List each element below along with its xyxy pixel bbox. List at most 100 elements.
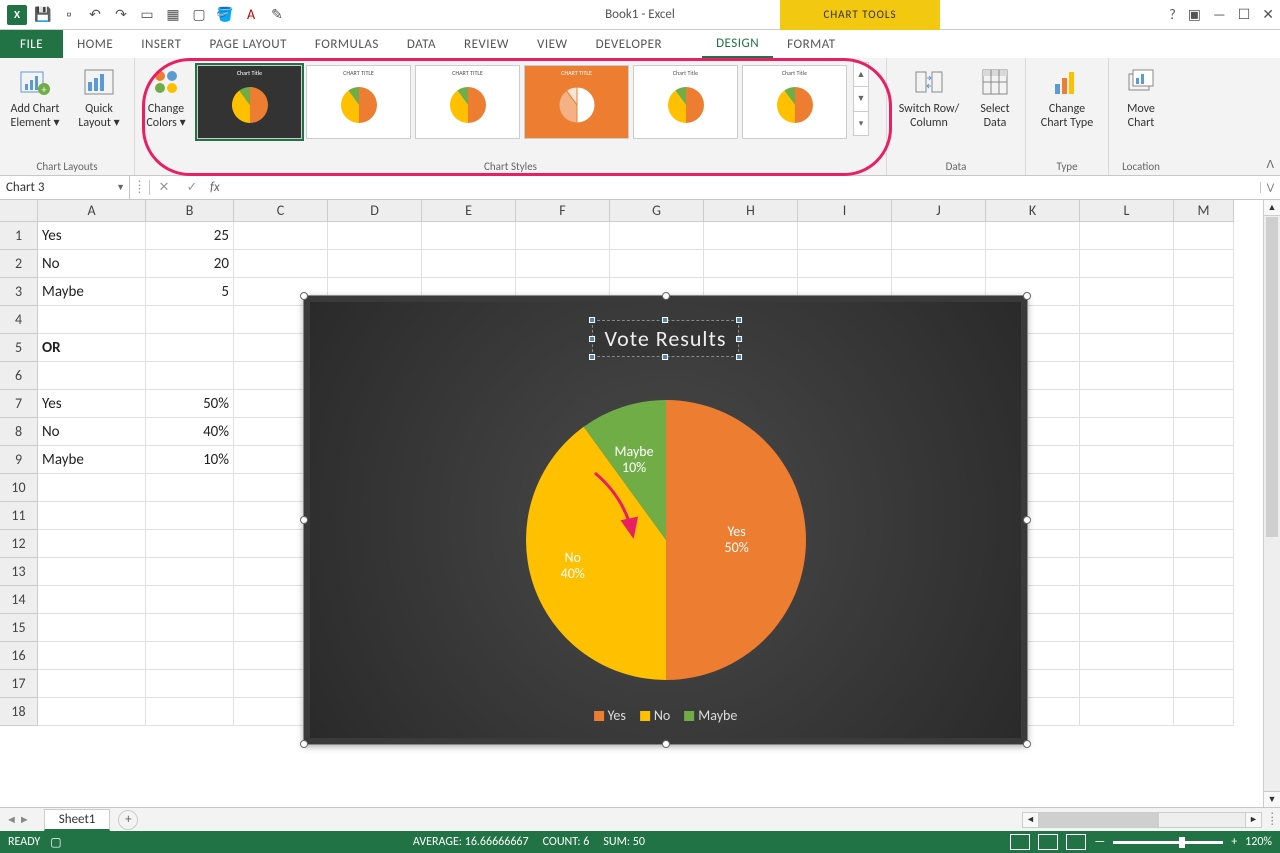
cell[interactable] bbox=[1080, 502, 1174, 530]
change-colors-button[interactable]: Change Colors ▾ bbox=[141, 62, 191, 130]
cell[interactable] bbox=[798, 222, 892, 250]
shape-icon[interactable]: ▭ bbox=[136, 4, 158, 26]
chart-title[interactable]: Vote Results bbox=[592, 320, 740, 357]
view-page-break-icon[interactable] bbox=[1066, 834, 1086, 850]
cell[interactable] bbox=[38, 642, 146, 670]
row-header[interactable]: 15 bbox=[0, 614, 38, 642]
row-header[interactable]: 8 bbox=[0, 418, 38, 446]
cell[interactable] bbox=[1080, 334, 1174, 362]
cell[interactable] bbox=[1174, 474, 1234, 502]
row-header[interactable]: 17 bbox=[0, 670, 38, 698]
tab-insert[interactable]: INSERT bbox=[127, 30, 195, 58]
legend-item[interactable]: Yes bbox=[594, 707, 626, 724]
cell[interactable] bbox=[38, 614, 146, 642]
cell[interactable] bbox=[1080, 614, 1174, 642]
cell[interactable] bbox=[1174, 390, 1234, 418]
cell[interactable]: 10% bbox=[146, 446, 234, 474]
switch-row-column-button[interactable]: Switch Row/ Column bbox=[893, 62, 965, 130]
add-chart-element-button[interactable]: + Add Chart Element ▾ bbox=[6, 62, 64, 130]
cell[interactable] bbox=[1080, 306, 1174, 334]
fx-icon[interactable]: fx bbox=[206, 180, 224, 195]
cell[interactable] bbox=[1174, 278, 1234, 306]
cell[interactable] bbox=[1080, 278, 1174, 306]
cell[interactable] bbox=[146, 530, 234, 558]
cell[interactable] bbox=[328, 250, 422, 278]
name-box[interactable]: Chart 3 ▼ bbox=[0, 176, 130, 199]
tab-formulas[interactable]: FORMULAS bbox=[301, 30, 393, 58]
vertical-scrollbar[interactable]: ▲ ▼ bbox=[1263, 200, 1280, 807]
column-header[interactable]: L bbox=[1080, 200, 1174, 222]
cell[interactable] bbox=[1080, 474, 1174, 502]
cell[interactable] bbox=[146, 614, 234, 642]
row-header[interactable]: 9 bbox=[0, 446, 38, 474]
chart-style-thumb[interactable]: CHART TITLE bbox=[415, 65, 520, 139]
zoom-slider[interactable] bbox=[1113, 841, 1223, 844]
cell[interactable] bbox=[1080, 222, 1174, 250]
cell[interactable] bbox=[146, 698, 234, 726]
cell[interactable]: Yes bbox=[38, 222, 146, 250]
cell[interactable] bbox=[610, 222, 704, 250]
cell[interactable] bbox=[328, 222, 422, 250]
cancel-formula-icon[interactable]: ✕ bbox=[150, 180, 178, 195]
cell[interactable] bbox=[1174, 362, 1234, 390]
cell[interactable] bbox=[38, 670, 146, 698]
column-header[interactable]: H bbox=[704, 200, 798, 222]
cell[interactable] bbox=[1174, 642, 1234, 670]
view-page-layout-icon[interactable] bbox=[1038, 834, 1058, 850]
hscroll-right-icon[interactable]: ► bbox=[1245, 813, 1261, 827]
save-icon[interactable]: 💾 bbox=[32, 4, 54, 26]
cell[interactable] bbox=[146, 502, 234, 530]
column-header[interactable]: A bbox=[38, 200, 146, 222]
row-header[interactable]: 7 bbox=[0, 390, 38, 418]
column-header[interactable]: G bbox=[610, 200, 704, 222]
column-header[interactable]: J bbox=[892, 200, 986, 222]
add-sheet-button[interactable]: + bbox=[118, 810, 138, 830]
cell[interactable] bbox=[704, 250, 798, 278]
cell[interactable] bbox=[986, 222, 1080, 250]
cell[interactable] bbox=[1080, 698, 1174, 726]
cell[interactable] bbox=[1080, 446, 1174, 474]
cell[interactable]: 20 bbox=[146, 250, 234, 278]
tab-developer[interactable]: DEVELOPER bbox=[582, 30, 676, 58]
cell[interactable] bbox=[146, 558, 234, 586]
cell[interactable] bbox=[892, 222, 986, 250]
chart-style-thumb[interactable]: Chart Title bbox=[633, 65, 738, 139]
chart-plot-area[interactable]: Vote Results Yes 50%No 40%Maybe 10% YesN… bbox=[310, 302, 1021, 738]
cell[interactable] bbox=[234, 250, 328, 278]
cell[interactable] bbox=[422, 222, 516, 250]
cell[interactable] bbox=[1080, 362, 1174, 390]
cell[interactable] bbox=[1080, 558, 1174, 586]
row-header[interactable]: 5 bbox=[0, 334, 38, 362]
close-icon[interactable]: ✕ bbox=[1262, 6, 1274, 23]
cell[interactable]: 40% bbox=[146, 418, 234, 446]
cell[interactable] bbox=[1174, 502, 1234, 530]
tab-data[interactable]: DATA bbox=[393, 30, 450, 58]
cell[interactable] bbox=[1080, 586, 1174, 614]
chart-style-thumb[interactable]: Chart Title bbox=[197, 65, 302, 139]
cell[interactable]: 25 bbox=[146, 222, 234, 250]
column-header[interactable]: D bbox=[328, 200, 422, 222]
cell[interactable] bbox=[422, 250, 516, 278]
cell[interactable] bbox=[146, 474, 234, 502]
cell[interactable] bbox=[892, 250, 986, 278]
cell[interactable] bbox=[1174, 558, 1234, 586]
zoom-out-icon[interactable]: — bbox=[1094, 835, 1105, 849]
cell[interactable] bbox=[1174, 586, 1234, 614]
cell[interactable] bbox=[1174, 614, 1234, 642]
cell[interactable]: 50% bbox=[146, 390, 234, 418]
cell[interactable]: Yes bbox=[38, 390, 146, 418]
scroll-thumb[interactable] bbox=[1266, 217, 1278, 537]
row-header[interactable]: 10 bbox=[0, 474, 38, 502]
column-header[interactable]: I bbox=[798, 200, 892, 222]
cell[interactable] bbox=[146, 642, 234, 670]
undo-icon[interactable]: ↶ bbox=[84, 4, 106, 26]
cell[interactable] bbox=[38, 558, 146, 586]
cell[interactable] bbox=[1174, 446, 1234, 474]
cell[interactable] bbox=[1174, 250, 1234, 278]
select-all-button[interactable] bbox=[0, 200, 38, 222]
gallery-more-icon[interactable]: ▾ bbox=[854, 112, 868, 135]
cell[interactable] bbox=[1080, 418, 1174, 446]
macro-record-icon[interactable]: ▢ bbox=[50, 835, 61, 850]
cell[interactable] bbox=[1080, 390, 1174, 418]
cell[interactable] bbox=[38, 306, 146, 334]
